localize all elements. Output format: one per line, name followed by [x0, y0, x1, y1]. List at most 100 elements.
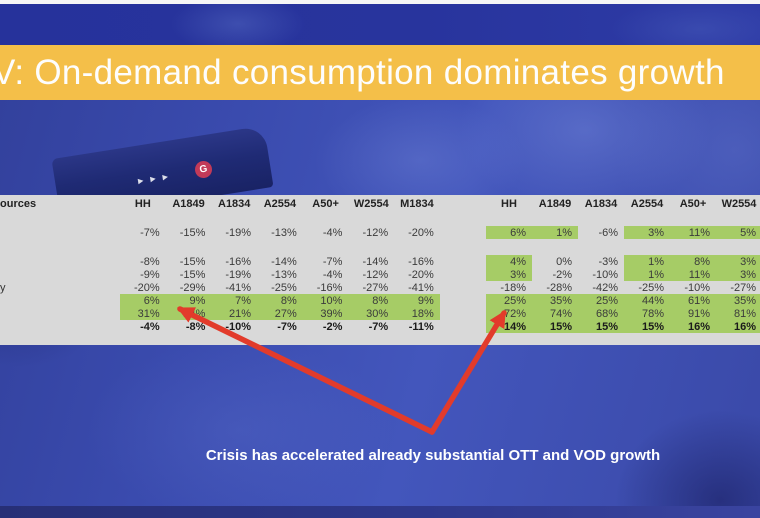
table-cell: -12% — [362, 227, 389, 239]
play-triangle-icon: ▶ — [149, 175, 157, 184]
table-cell: 24% — [165, 307, 212, 320]
table-cell: 6% — [486, 226, 532, 239]
table-cell: 18% — [394, 307, 440, 320]
table-cell: -15% — [179, 256, 206, 268]
table-cell: -41% — [408, 282, 434, 294]
table-cell: 30% — [348, 307, 395, 320]
table-cell: -4% — [322, 269, 343, 281]
table-cell: -12% — [362, 269, 389, 281]
table-cell: 8% — [348, 294, 395, 307]
play-triangle-icon: ▶ — [162, 173, 169, 182]
table-cell: -10% — [684, 282, 710, 294]
slide-title: V: On-demand consumption dominates growt… — [0, 52, 725, 92]
table-cell: -7% — [277, 321, 297, 333]
table-cell: 68% — [578, 307, 624, 320]
table-cell: 27% — [257, 307, 303, 320]
table-cell: -4% — [322, 227, 343, 239]
table-cell: 10% — [302, 294, 349, 307]
table-cell: 15% — [532, 320, 578, 333]
table-cell: -15% — [179, 269, 206, 281]
table-header-cell: HH — [134, 198, 151, 210]
table-row-label — [0, 294, 120, 307]
table-cell: 5% — [716, 226, 760, 239]
data-table-region: ources HH A1849 A1834 A2554 A50+ W2554 M1834 -7%… — [0, 195, 760, 345]
table-cell: -7% — [368, 321, 389, 333]
table-cell: -20% — [408, 227, 434, 239]
table-cell: 31% — [120, 307, 166, 320]
background-bottom-strip — [0, 506, 760, 518]
table-cell: -27% — [730, 282, 756, 294]
table-cell: 39% — [302, 307, 349, 320]
table-cell: -10% — [225, 321, 252, 333]
table-cell: 8% — [670, 255, 716, 268]
table-cell: -18% — [500, 282, 526, 294]
table-cell: 25% — [578, 294, 624, 307]
table-cell: 9% — [165, 294, 212, 307]
table-row-label — [0, 268, 120, 281]
table-row-label — [0, 226, 120, 239]
table-cell: 72% — [486, 307, 532, 320]
table-cell: 44% — [624, 294, 670, 307]
table-cell: 14% — [486, 320, 532, 333]
table-cell: -42% — [592, 282, 618, 294]
caption-text: Crisis has accelerated already substanti… — [205, 447, 661, 464]
table-cell: -19% — [225, 269, 252, 281]
table-cell: 25% — [486, 294, 532, 307]
table-cell: 9% — [394, 294, 440, 307]
table-label-header: ources — [0, 198, 37, 210]
table-cell: 15% — [578, 320, 624, 333]
table-cell: 91% — [670, 307, 716, 320]
table-cell: 21% — [211, 307, 258, 320]
table-header-cell: A1849 — [538, 198, 572, 210]
table-cell: 81% — [716, 307, 760, 320]
table-cell: -4% — [140, 321, 160, 333]
table-cell: 7% — [211, 294, 258, 307]
table-cell: -20% — [408, 269, 434, 281]
table-cell: 3% — [716, 268, 760, 281]
table-right: HH A1849 A1834 A2554 A50+ W2554 6% 1% -6% 3% 11% 5%… — [486, 195, 760, 333]
table-cell: -10% — [592, 269, 618, 281]
table-cell: -14% — [271, 256, 297, 268]
table-cell: -2% — [322, 321, 343, 333]
table-cell: 4% — [486, 255, 532, 268]
table-header-cell: A2554 — [630, 198, 664, 210]
table-cell: -15% — [179, 227, 206, 239]
table-cell: 35% — [532, 294, 578, 307]
table-cell: -11% — [408, 321, 434, 333]
table-row-label — [0, 320, 120, 333]
table-cell: 1% — [624, 255, 670, 268]
table-cell: -20% — [134, 282, 160, 294]
table-cell: -2% — [552, 269, 572, 281]
table-header-cell: A2554 — [263, 198, 297, 210]
table-header-cell: W2554 — [353, 198, 389, 210]
title-banner: V: On-demand consumption dominates growt… — [0, 45, 760, 100]
table-cell: 16% — [670, 320, 716, 333]
table-cell: -29% — [179, 282, 206, 294]
table-cell: -27% — [362, 282, 389, 294]
table-cell: -7% — [322, 256, 343, 268]
table-cell: 1% — [532, 226, 578, 239]
table-cell: 11% — [670, 268, 716, 281]
table-cell: -16% — [408, 256, 434, 268]
table-cell: 15% — [624, 320, 670, 333]
table-cell: 16% — [716, 320, 760, 333]
table-cell: -16% — [316, 282, 343, 294]
table-cell: 74% — [532, 307, 578, 320]
table-cell: -13% — [271, 269, 297, 281]
table-cell: -28% — [546, 282, 572, 294]
table-left: ources HH A1849 A1834 A2554 A50+ W2554 M1834 -7%… — [0, 195, 440, 333]
table-cell: 35% — [716, 294, 760, 307]
table-cell: -6% — [598, 227, 618, 239]
table-cell: -7% — [140, 227, 160, 239]
table-header-cell: A1834 — [584, 198, 618, 210]
table-cell: 61% — [670, 294, 716, 307]
table-cell: -8% — [140, 256, 160, 268]
top-border — [0, 0, 760, 4]
table-cell: -14% — [362, 256, 389, 268]
table-header-cell: A50+ — [312, 198, 339, 210]
table-header-cell: W2554 — [721, 198, 757, 210]
table-row-label: y — [0, 282, 6, 294]
table-cell: -16% — [225, 256, 252, 268]
play-triangle-icon: ▶ — [137, 177, 145, 186]
